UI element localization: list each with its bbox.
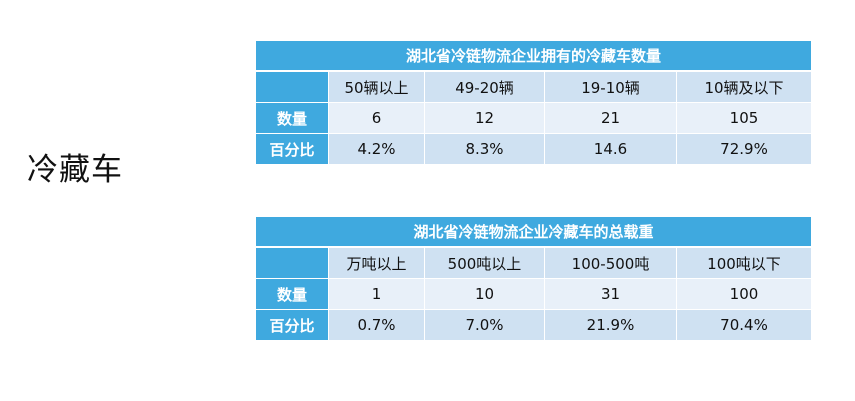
table-title: 湖北省冷链物流企业拥有的冷藏车数量: [255, 40, 812, 72]
column-header: 19-10辆: [544, 70, 677, 103]
table-cell: 14.6: [544, 133, 677, 165]
table-cell: 1: [328, 278, 425, 310]
table-cell: 100: [676, 278, 812, 310]
column-header: 500吨以上: [424, 246, 545, 279]
table-title: 湖北省冷链物流企业冷藏车的总载重: [255, 216, 812, 248]
table-cell: 7.0%: [424, 309, 545, 341]
table-cell: 72.9%: [676, 133, 812, 165]
refrigerated-truck-count-table: 湖北省冷链物流企业拥有的冷藏车数量 50辆以上 49-20辆 19-10辆 10…: [255, 40, 812, 165]
column-header: 49-20辆: [424, 70, 545, 103]
table-row: 百分比 0.7% 7.0% 21.9% 70.4%: [255, 309, 812, 341]
row-label: 数量: [255, 102, 329, 134]
table-cell: 21: [544, 102, 677, 134]
corner-cell: [255, 70, 329, 103]
table-header-row: 50辆以上 49-20辆 19-10辆 10辆及以下: [255, 70, 812, 103]
column-header: 万吨以上: [328, 246, 425, 279]
row-label: 百分比: [255, 133, 329, 165]
table-cell: 21.9%: [544, 309, 677, 341]
table-row: 数量 1 10 31 100: [255, 278, 812, 310]
row-label: 百分比: [255, 309, 329, 341]
column-header: 100吨以下: [676, 246, 812, 279]
column-header: 100-500吨: [544, 246, 677, 279]
table-cell: 6: [328, 102, 425, 134]
table-cell: 4.2%: [328, 133, 425, 165]
refrigerated-truck-load-table: 湖北省冷链物流企业冷藏车的总载重 万吨以上 500吨以上 100-500吨 10…: [255, 216, 812, 341]
table-cell: 10: [424, 278, 545, 310]
table-cell: 105: [676, 102, 812, 134]
table-cell: 8.3%: [424, 133, 545, 165]
table-header-row: 万吨以上 500吨以上 100-500吨 100吨以下: [255, 246, 812, 279]
table-cell: 0.7%: [328, 309, 425, 341]
column-header: 10辆及以下: [676, 70, 812, 103]
table-row: 数量 6 12 21 105: [255, 102, 812, 134]
side-title: 冷藏车: [27, 152, 123, 188]
row-label: 数量: [255, 278, 329, 310]
table-row: 百分比 4.2% 8.3% 14.6 72.9%: [255, 133, 812, 165]
column-header: 50辆以上: [328, 70, 425, 103]
table-cell: 70.4%: [676, 309, 812, 341]
table-cell: 12: [424, 102, 545, 134]
corner-cell: [255, 246, 329, 279]
table-cell: 31: [544, 278, 677, 310]
